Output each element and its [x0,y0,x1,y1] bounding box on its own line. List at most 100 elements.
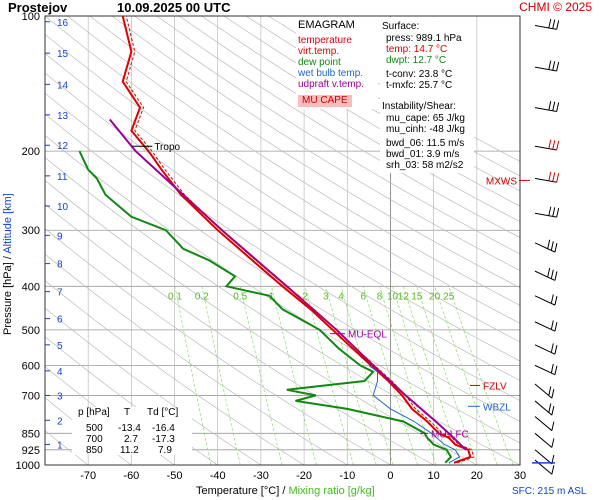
pressure-tick-400: 400 [22,281,40,293]
dry-adiabat [156,16,520,238]
wind-barb [534,139,560,151]
altitude-tick-7: 7 [57,288,63,299]
temp-tick-30: 30 [514,470,526,482]
table-row-500-p: 500 [86,423,103,434]
mixing-ratio-label-0.5: 0.5 [233,291,247,302]
altitude-tick-5: 5 [57,341,63,352]
wind-barb [534,432,555,448]
altitude-tick-6: 6 [57,315,63,326]
wind-barb [534,171,560,183]
pressure-tick-925: 925 [22,445,40,457]
mixing-ratio-label-25: 25 [443,291,455,302]
pressure-tick-500: 500 [22,325,40,337]
wind-barb [534,267,558,281]
temp-tick-0: 0 [387,470,393,482]
altitude-tick-11: 11 [57,172,68,183]
mixing-ratio-label-12: 12 [398,291,410,302]
dry-adiabat [134,16,520,255]
wind-barb [534,383,555,399]
mixing-ratio-label-8: 8 [377,291,383,302]
level-label-mxws: MXWS [486,176,517,187]
table-row-850-td: 7.9 [158,445,172,456]
mixing-ratio-line-20 [434,286,498,465]
temp-tick--70: -70 [80,470,96,482]
level-label-tropo: Tropo [154,142,180,153]
legend-virt-temp: virt.temp. [298,46,340,57]
level-label-wbzl: WBZL [483,402,511,413]
mixing-ratio-label-4: 4 [338,291,344,302]
mixing-ratio-line-10 [392,286,451,465]
mixing-ratio-line-0.2 [201,286,241,465]
legend-box: EMAGRAM temperature virt.temp. dew point… [296,17,378,109]
pressure-tick-100: 100 [22,11,40,23]
instability-bwd-06: bwd_06: 11.5 m/s [386,138,465,149]
table-row-500-t: -13.4 [118,423,141,434]
temp-tick--10: -10 [339,470,355,482]
wind-barb [534,363,558,376]
y-axis-title-altitude: Altitude [km] [2,193,14,254]
dry-adiabat [45,253,348,465]
dry-adiabat [45,135,520,444]
dry-adiabat [67,16,520,306]
mixing-ratio-line-1 [271,286,317,465]
legend-updraft: udpraft v.temp. [298,79,364,90]
altitude-tick-9: 9 [57,231,63,242]
level-label-mu-eql: MU-EQL [348,330,387,341]
level-label-fzlv: FZLV [483,381,507,392]
dry-adiabat [45,280,305,465]
mixing-ratio-line-15 [416,286,478,465]
plot-frame [44,15,521,466]
instability-title: Instability/Shear: [382,101,456,112]
surface-tmxfc: t-mxfc: 25.7 °C [386,80,453,91]
mixing-ratio-line-6 [362,286,419,465]
mixing-ratio-label-15: 15 [411,291,423,302]
mixing-ratio-line-25 [448,286,514,465]
altitude-tick-16: 16 [57,18,69,29]
surface-press: press: 989.1 hPa [386,33,462,44]
temp-tick--40: -40 [210,470,226,482]
dry-adiabat [45,53,520,362]
temp-tick--50: -50 [167,470,183,482]
y-axis-title: Pressure [hPa] [2,262,14,335]
dry-adiabat [201,16,520,207]
wind-barb [534,100,560,112]
altitude-tick-2: 2 [57,416,63,427]
dry-adiabat [45,113,520,422]
mixing-ratio-line-8 [379,286,437,465]
dry-adiabat [45,203,434,465]
temp-tick--20: -20 [296,470,312,482]
pressure-tick-200: 200 [22,146,40,158]
pressure-tick-300: 300 [22,225,40,237]
table-header-td: Td [°C] [147,407,179,418]
surface-tconv: t-conv: 23.8 °C [386,69,453,80]
dry-adiabat [111,16,520,272]
x-axis-title: Temperature [°C] [196,485,280,497]
series-dew-point [78,150,453,464]
temp-tick--60: -60 [123,470,139,482]
surface-dwpt: dwpt: 12.7 °C [386,55,447,66]
altitude-tick-1: 1 [57,440,63,451]
mixing-ratio-label-6: 6 [360,291,366,302]
wind-barb [534,416,555,432]
legend-mu-cape-badge: MU CAPE [298,95,352,107]
info-box: Surface: press: 989.1 hPa temp: 14.7 °C … [380,17,474,173]
legend-wet-bulb: wet bulb temp. [298,68,364,79]
mixing-ratio-line-0.5 [239,286,283,465]
table-row-850-t: 11.2 [120,445,139,456]
mixing-ratio-label-0.2: 0.2 [195,291,209,302]
level-label-mu-lfc: MU-LFC [431,429,469,440]
wind-barb [534,343,558,355]
surface-temp: temp: 14.7 °C [386,44,448,55]
instability-bwd-01: bwd_01: 3.9 m/s [386,149,460,160]
y-axis-title-row: Pressure [hPa] / Altitude [km] [2,193,14,335]
temp-tick-10: 10 [428,470,440,482]
instability-mu-cape: mu_cape: 65 J/kg [386,113,465,124]
wind-barb [534,400,555,416]
mixing-ratio-label-0.1: 0.1 [168,291,182,302]
wind-barb [534,18,560,30]
pressure-tick-1000: 1000 [16,460,40,472]
series-temperature [121,16,472,464]
altitude-tick-10: 10 [57,202,69,213]
x-axis-separator: / [282,485,286,497]
